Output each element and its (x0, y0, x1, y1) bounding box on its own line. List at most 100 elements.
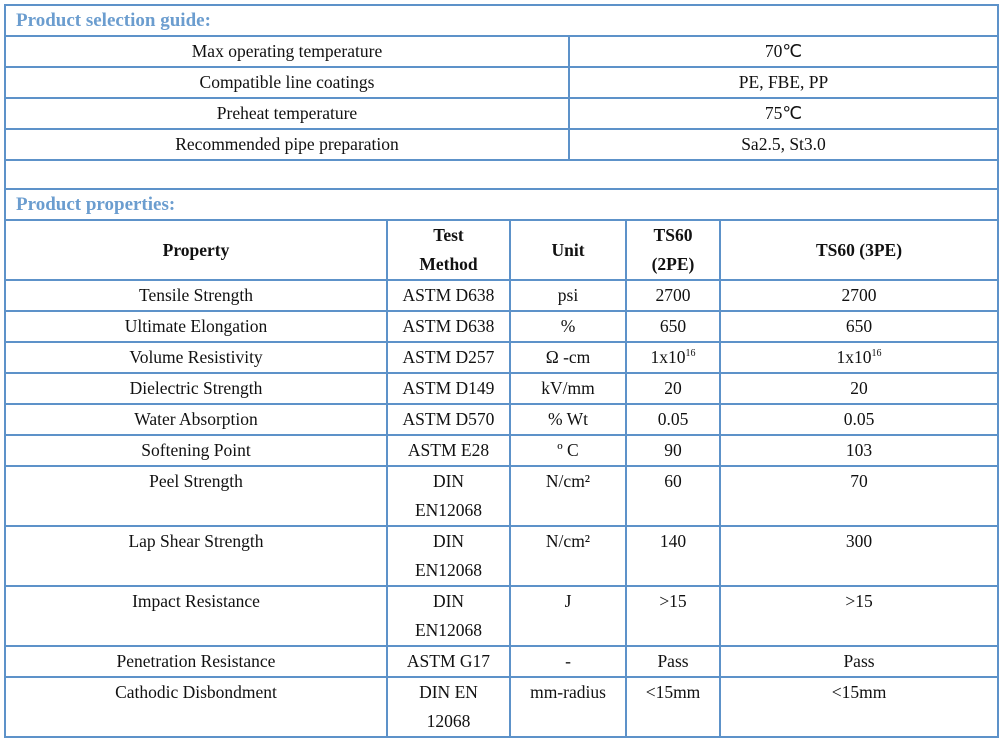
spec-sheet: Product selection guide: Max operating t… (3, 4, 1000, 738)
value-text: 650 (659, 316, 687, 336)
property-name: Penetration Resistance (4, 645, 388, 678)
value-text: 0.05 (657, 409, 689, 429)
value-2pe: 2700 (625, 279, 721, 312)
value-text: 20 (850, 378, 868, 398)
value-3pe: 20 (718, 372, 1000, 405)
property-name: Ultimate Elongation (4, 310, 388, 343)
method-line: ASTM E28 (407, 440, 490, 460)
value-text: 0.05 (843, 409, 875, 429)
unit: N/cm² (509, 525, 627, 587)
property-name: Volume Resistivity (4, 341, 388, 374)
method-line: ASTM D638 (402, 316, 495, 336)
exponent: 16 (685, 348, 696, 360)
unit: % (509, 310, 627, 343)
unit: J (509, 585, 627, 647)
value-3pe: 650 (718, 310, 1000, 343)
method-line: EN12068 (414, 500, 483, 520)
property-name: Softening Point (4, 434, 388, 467)
unit: kV/mm (509, 372, 627, 405)
property-name: Cathodic Disbondment (4, 676, 388, 738)
value-text: 70 (850, 471, 868, 491)
table-row: Tensile Strength ASTM D638 psi 2700 2700 (4, 279, 1000, 312)
guide-value: Sa2.5, St3.0 (567, 128, 1000, 161)
value-2pe: Pass (625, 645, 721, 678)
value-3pe: 0.05 (718, 403, 1000, 436)
properties-table: Product properties: Property Test Method … (3, 188, 1000, 738)
value-text: Pass (843, 651, 875, 671)
property-name: Water Absorption (4, 403, 388, 436)
value-2pe: 0.05 (625, 403, 721, 436)
value-2pe: 650 (625, 310, 721, 343)
value-3pe: <15mm (718, 676, 1000, 738)
unit: Ω -cm (509, 341, 627, 374)
value-text: 1x10 (836, 347, 872, 367)
value-2pe: 60 (625, 465, 721, 527)
header-line: Method (419, 254, 478, 274)
test-method: ASTM D149 (386, 372, 511, 405)
test-method: ASTM E28 (386, 434, 511, 467)
property-name: Lap Shear Strength (4, 525, 388, 587)
test-method: DIN EN12068 (386, 525, 511, 587)
value-3pe: 70 (718, 465, 1000, 527)
value-text: 90 (664, 440, 682, 460)
test-method: ASTM D638 (386, 279, 511, 312)
header-unit: Unit (509, 219, 627, 281)
value-text: 2700 (655, 285, 691, 305)
value-2pe: 140 (625, 525, 721, 587)
guide-value: 75℃ (567, 97, 1000, 130)
unit: º C (509, 434, 627, 467)
value-2pe: 20 (625, 372, 721, 405)
method-line: EN12068 (414, 560, 483, 580)
method-line: DIN (432, 591, 465, 611)
header-property: Property (4, 219, 388, 281)
table-row: Penetration Resistance ASTM G17 - Pass P… (4, 645, 1000, 678)
value-3pe: 1x1016 (718, 341, 1000, 374)
table-row: Cathodic Disbondment DIN EN 12068 mm-radi… (4, 676, 1000, 738)
test-method: DIN EN 12068 (386, 676, 511, 738)
property-name: Dielectric Strength (4, 372, 388, 405)
table-row: Volume Resistivity ASTM D257 Ω -cm 1x101… (4, 341, 1000, 374)
table-row: Softening Point ASTM E28 º C 90 103 (4, 434, 1000, 467)
section-title: Product properties: (3, 188, 1000, 221)
header-line: TS60 (653, 225, 693, 245)
test-method: ASTM D570 (386, 403, 511, 436)
value-2pe: 90 (625, 434, 721, 467)
value-3pe: 103 (718, 434, 1000, 467)
test-method: ASTM D638 (386, 310, 511, 343)
table-row: Dielectric Strength ASTM D149 kV/mm 20 2… (4, 372, 1000, 405)
exponent: 16 (871, 348, 882, 360)
method-line: DIN EN (419, 682, 478, 702)
header-ts60-3pe: TS60 (3PE) (718, 219, 1000, 281)
guide-value: PE, FBE, PP (567, 66, 1000, 99)
value-text: <15mm (831, 682, 887, 702)
method-line: ASTM D257 (402, 347, 495, 367)
guide-label: Max operating temperature (4, 35, 570, 68)
test-method: ASTM D257 (386, 341, 511, 374)
value-text: 20 (664, 378, 682, 398)
method-line: ASTM D638 (402, 285, 495, 305)
table-row: Peel Strength DIN EN12068 N/cm² 60 70 (4, 465, 1000, 527)
selection-guide-table: Product selection guide: Max operating t… (3, 4, 1000, 190)
method-line: ASTM D570 (402, 409, 495, 429)
unit: - (509, 645, 627, 678)
value-text: >15 (659, 591, 687, 611)
section-title: Product selection guide: (3, 4, 1000, 37)
method-line: 12068 (426, 711, 471, 731)
table-row: Preheat temperature 75℃ (4, 97, 1000, 130)
table-row: Compatible line coatings PE, FBE, PP (4, 66, 1000, 99)
test-method: ASTM G17 (386, 645, 511, 678)
value-3pe: >15 (718, 585, 1000, 647)
method-line: DIN (432, 471, 465, 491)
table-row: Ultimate Elongation ASTM D638 % 650 650 (4, 310, 1000, 343)
method-line: ASTM G17 (406, 651, 491, 671)
value-text: <15mm (645, 682, 701, 702)
header-line: Test (433, 225, 464, 245)
property-name: Peel Strength (4, 465, 388, 527)
unit: % Wt (509, 403, 627, 436)
table-row: Lap Shear Strength DIN EN12068 N/cm² 140 … (4, 525, 1000, 587)
value-text: 650 (845, 316, 873, 336)
table-row: Recommended pipe preparation Sa2.5, St3.0 (4, 128, 1000, 161)
value-3pe: 2700 (718, 279, 1000, 312)
guide-value: 70℃ (567, 35, 1000, 68)
header-ts60-2pe: TS60 (2PE) (625, 219, 721, 281)
